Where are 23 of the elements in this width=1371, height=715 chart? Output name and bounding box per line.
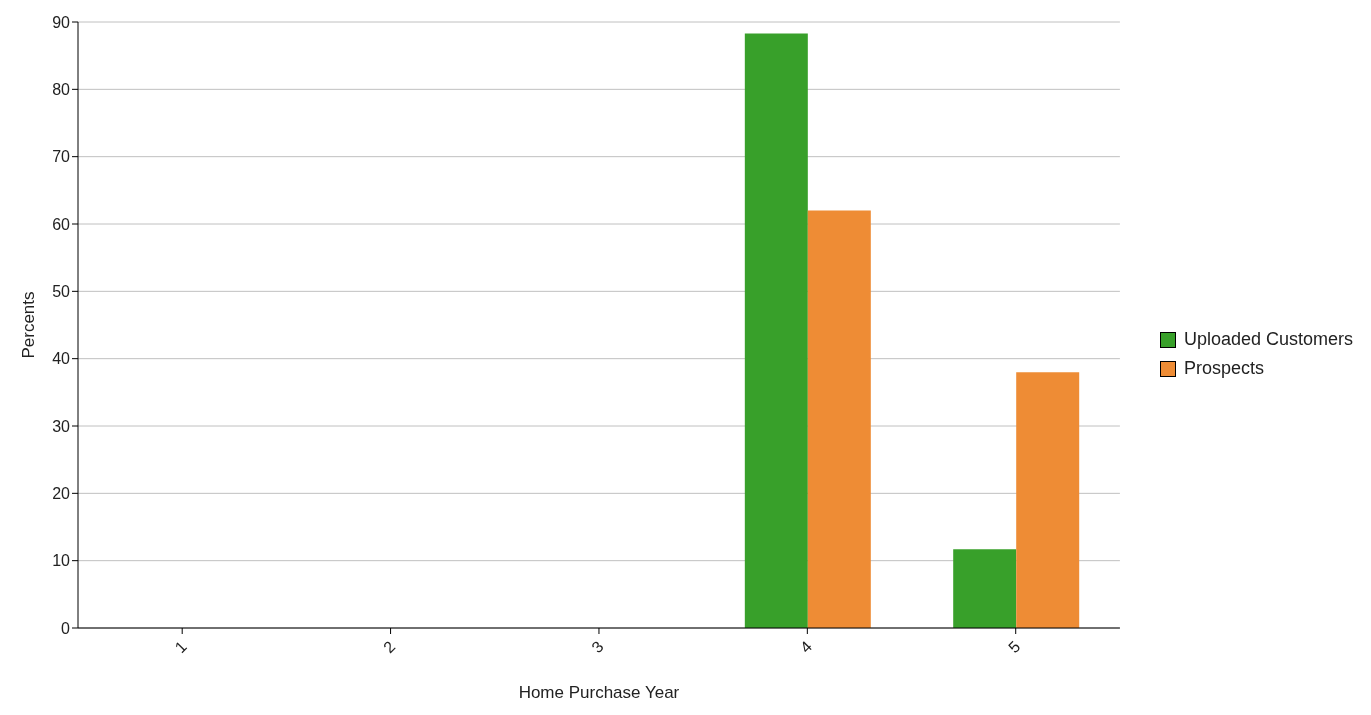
y-tick-label: 10 (52, 552, 71, 570)
y-tick-label: 60 (52, 215, 71, 233)
y-tick-label: 0 (61, 619, 71, 637)
y-tick-label: 90 (52, 13, 71, 31)
y-tick-label: 50 (52, 283, 71, 301)
x-axis-title: Home Purchase Year (518, 683, 680, 702)
legend-label: Uploaded Customers (1183, 329, 1353, 350)
x-tick-label: 5 (1005, 637, 1024, 657)
legend-label: Prospects (1183, 358, 1264, 379)
y-tick-label: 40 (52, 350, 71, 368)
x-tick-label: 3 (588, 637, 607, 657)
bar (953, 549, 1017, 628)
y-tick-label: 30 (52, 417, 71, 435)
x-tick-label: 1 (171, 637, 191, 657)
y-axis-title: Percents (19, 291, 39, 359)
y-tick-label: 20 (52, 485, 71, 503)
bar (1016, 372, 1080, 628)
y-tick-label: 80 (52, 81, 71, 99)
bar (744, 33, 808, 628)
bar (807, 210, 871, 628)
x-tick-label: 4 (796, 637, 816, 657)
x-tick-label: 2 (380, 637, 399, 657)
y-tick-label: 70 (52, 148, 71, 166)
